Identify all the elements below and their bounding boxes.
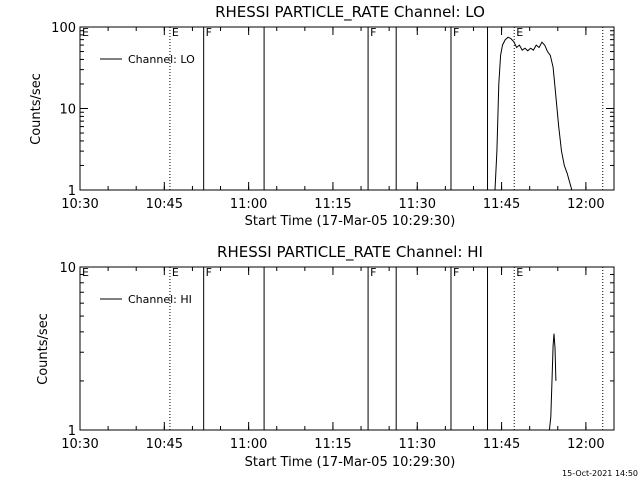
hi-x-tick-label-1: 10:45 <box>146 437 183 452</box>
hi-series-line <box>548 333 557 431</box>
lo-plot-frame <box>79 26 615 191</box>
lo-x-tick-label-3: 11:15 <box>314 197 351 212</box>
hi-x-tick-label-6: 12:00 <box>567 437 604 452</box>
hi-legend-label: Channel: HI <box>128 293 192 306</box>
hi-y-ticks: 1 10 <box>59 261 614 439</box>
hi-x-ticks: 10:30 10:45 11:00 11:15 11:30 11:45 12:00 <box>61 267 615 452</box>
lo-y-tick-label-2: 100 <box>51 21 76 36</box>
lo-y-tick-label-0: 1 <box>68 184 76 199</box>
hi-chart-title: RHESSI PARTICLE_RATE Channel: HI <box>217 243 483 262</box>
hi-channel-panel: RHESSI PARTICLE_RATE Channel: HI E F F F EE … <box>36 243 615 470</box>
hi-x-tick-label-4: 11:30 <box>399 437 436 452</box>
lo-x-tick-label-1: 10:45 <box>146 197 183 212</box>
hi-event-flag-7: E <box>516 266 523 279</box>
hi-event-flag-0: E <box>172 266 179 279</box>
hi-x-tick-label-5: 11:45 <box>483 437 520 452</box>
hi-event-markers: E F F F EE <box>82 266 604 430</box>
hi-x-tick-label-2: 11:00 <box>230 437 267 452</box>
lo-y-axis-label: Counts/sec <box>29 73 44 145</box>
lo-event-flag-1: F <box>206 26 212 39</box>
lo-event-flag-7: E <box>516 26 523 39</box>
hi-event-flag-5: F <box>453 266 459 279</box>
lo-x-tick-label-0: 10:30 <box>61 197 98 212</box>
lo-legend-label: Channel: LO <box>128 53 195 66</box>
lo-event-markers: E F F F EE <box>82 26 604 190</box>
lo-x-tick-label-2: 11:00 <box>230 197 267 212</box>
lo-series-line <box>494 36 573 191</box>
hi-event-flag-start: E <box>82 266 89 279</box>
hi-y-axis-label: Counts/sec <box>36 313 51 385</box>
lo-y-ticks: 1 10 100 <box>51 21 614 199</box>
hi-plot-frame <box>79 266 615 431</box>
hi-y-tick-label-1: 10 <box>59 261 76 276</box>
lo-event-flag-5: F <box>453 26 459 39</box>
lo-event-flag-0: E <box>172 26 179 39</box>
lo-legend: Channel: LO <box>100 53 195 66</box>
lo-x-ticks: 10:30 10:45 11:00 11:15 11:30 11:45 12:00 <box>61 27 615 212</box>
hi-event-flag-1: F <box>206 266 212 279</box>
hi-y-tick-label-0: 1 <box>68 424 76 439</box>
lo-chart-title: RHESSI PARTICLE_RATE Channel: LO <box>215 3 485 22</box>
lo-event-flag-start: E <box>82 26 89 39</box>
hi-x-axis-label: Start Time (17-Mar-05 10:29:30) <box>245 455 456 470</box>
lo-x-axis-label: Start Time (17-Mar-05 10:29:30) <box>245 214 456 229</box>
lo-y-tick-label-1: 10 <box>59 103 76 118</box>
lo-event-flag-3: F <box>370 26 376 39</box>
hi-x-tick-label-3: 11:15 <box>314 437 351 452</box>
lo-x-tick-label-4: 11:30 <box>399 197 436 212</box>
lo-x-tick-label-5: 11:45 <box>483 197 520 212</box>
generation-timestamp: 15-Oct-2021 14:50 <box>562 469 638 478</box>
hi-x-tick-label-0: 10:30 <box>61 437 98 452</box>
hi-legend: Channel: HI <box>100 293 192 306</box>
lo-channel-panel: RHESSI PARTICLE_RATE Channel: LO E F F F EE … <box>29 3 615 229</box>
lo-x-tick-label-6: 12:00 <box>567 197 604 212</box>
hi-event-flag-3: F <box>370 266 376 279</box>
